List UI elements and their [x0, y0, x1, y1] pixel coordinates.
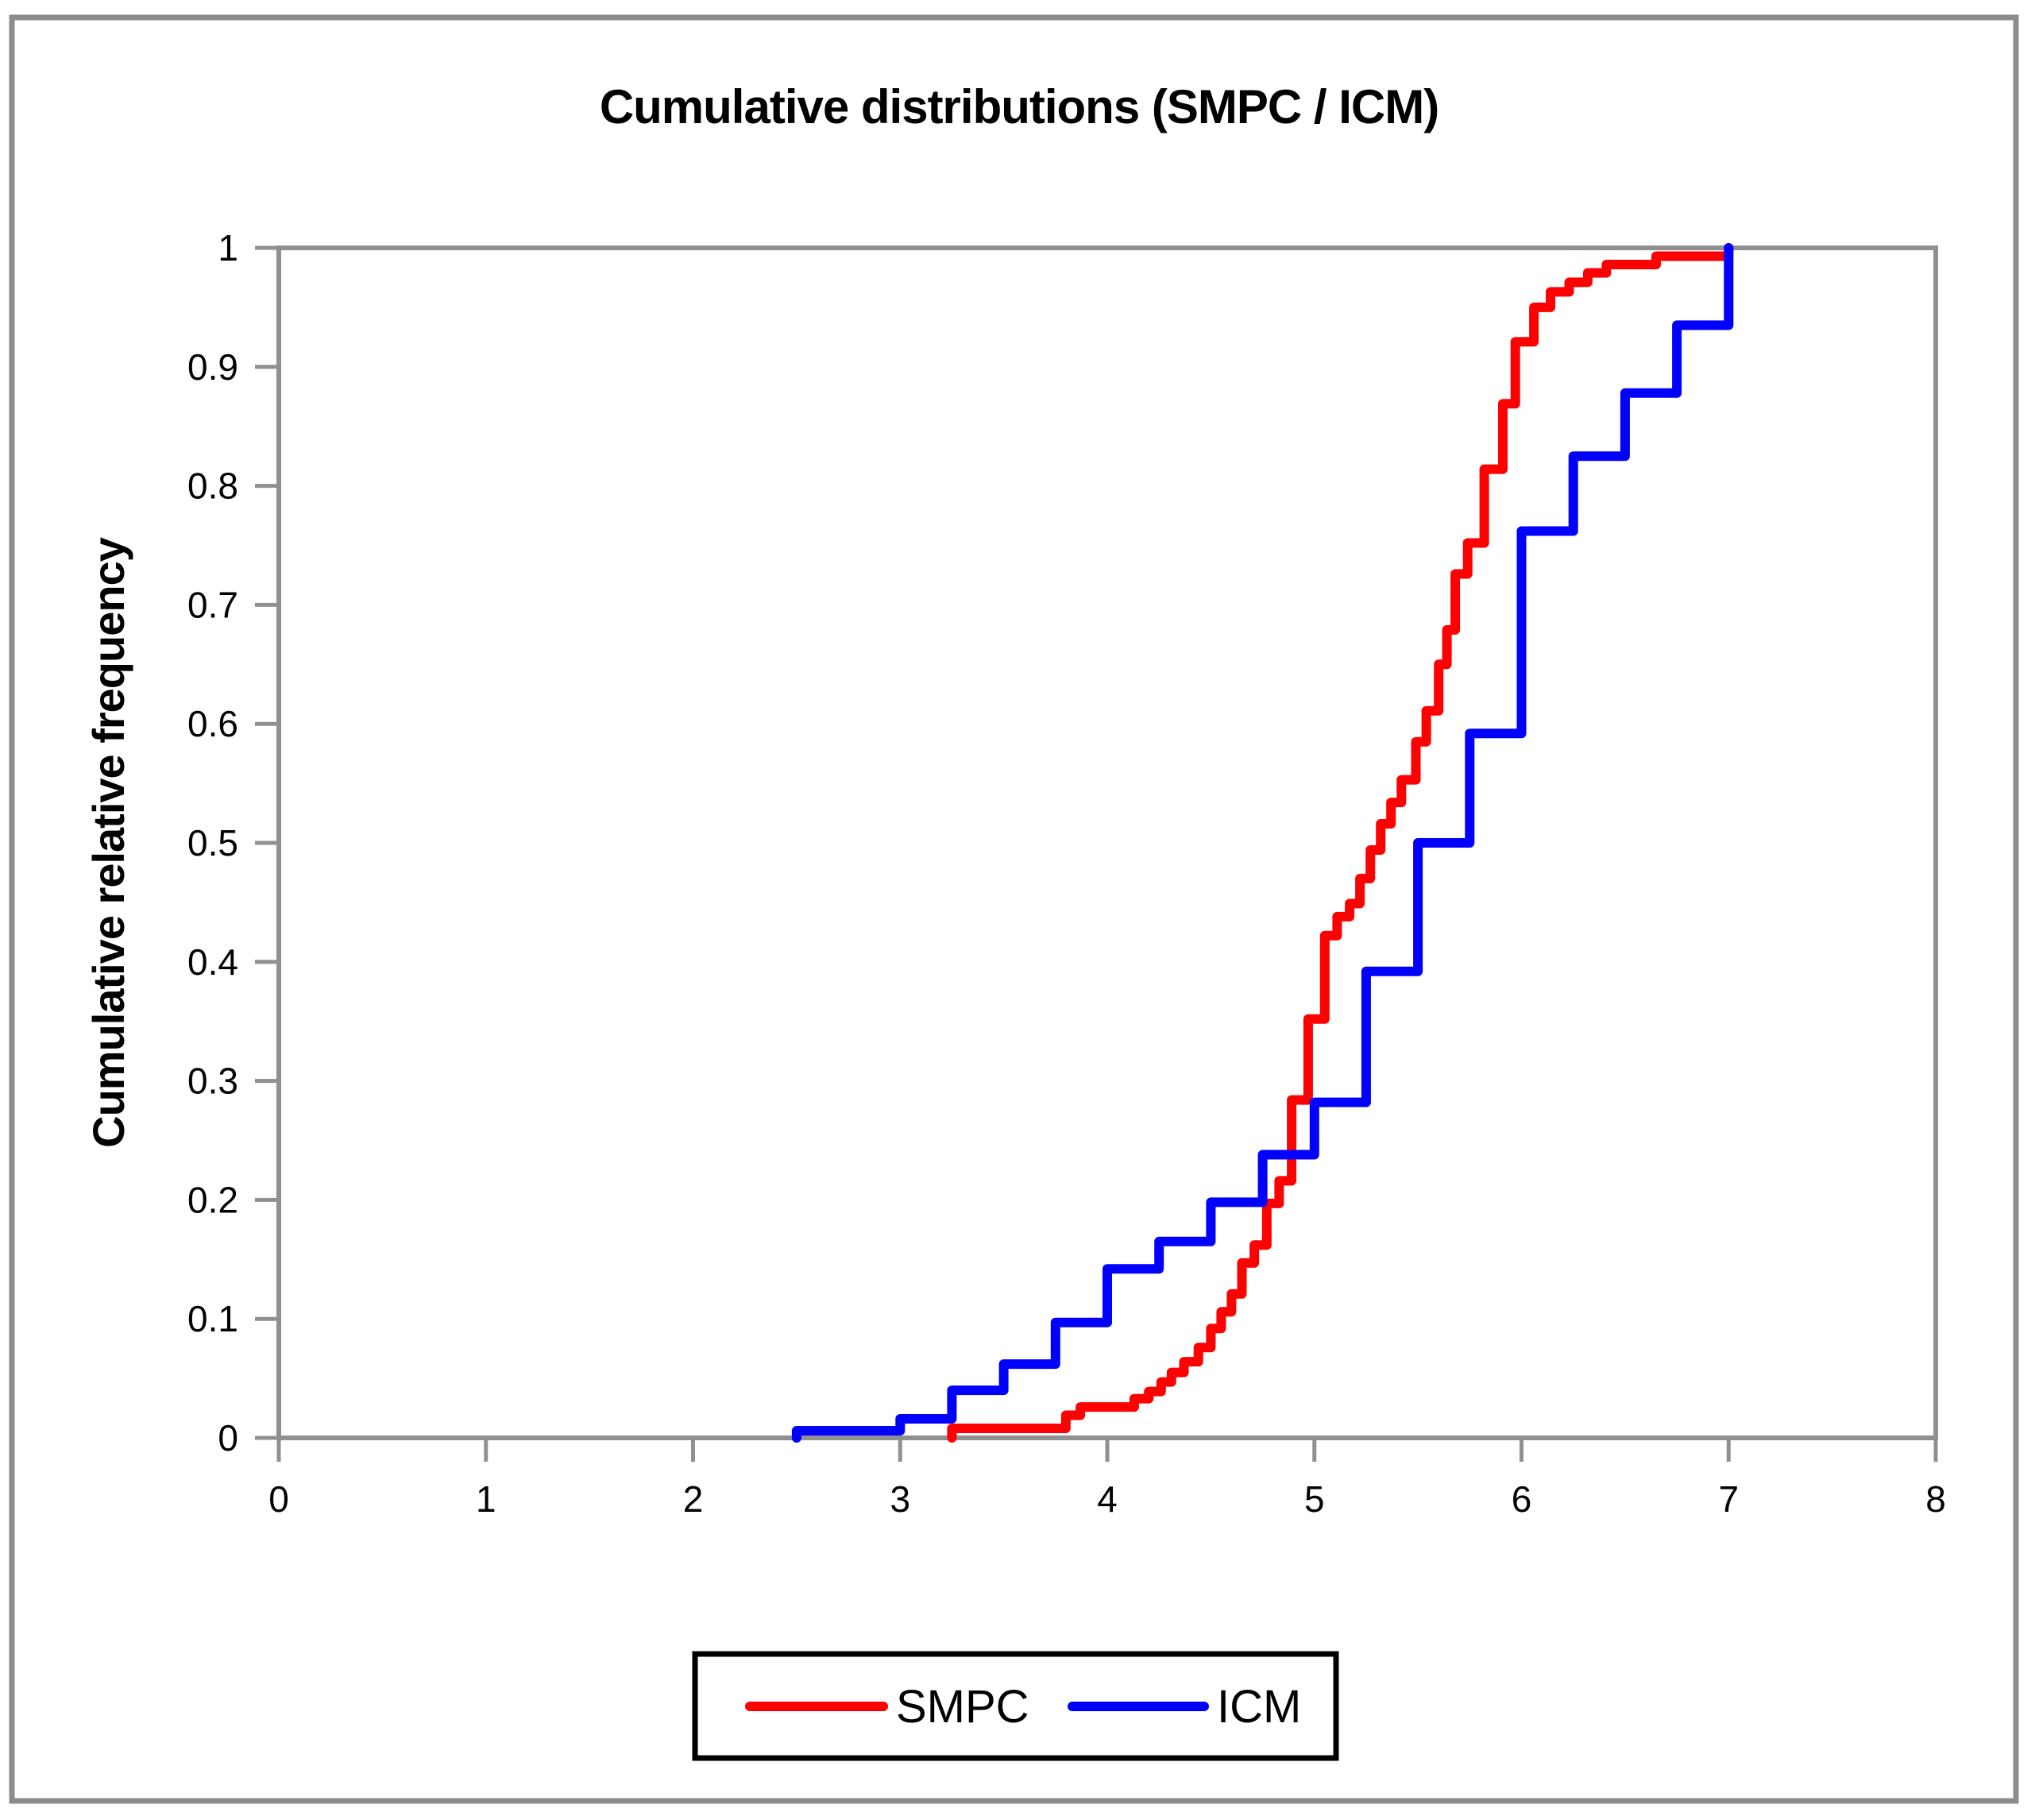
y-tick-label-0.2: 0.2 [187, 1179, 238, 1220]
y-tick-label-1: 1 [218, 227, 238, 269]
y-tick-label-0.1: 0.1 [187, 1298, 238, 1339]
x-tick-label-1: 1 [476, 1478, 496, 1520]
legend-label-icm: ICM [1217, 1681, 1301, 1733]
y-tick-label-0.4: 0.4 [187, 941, 238, 983]
y-tick-label-0.5: 0.5 [187, 822, 238, 864]
x-tick-label-3: 3 [890, 1478, 910, 1520]
plot-area-frame [276, 245, 1938, 1440]
x-tick-label-2: 2 [683, 1478, 704, 1520]
x-tick-label-6: 6 [1512, 1478, 1532, 1520]
chart-title: Cumulative distributions (SMPC / ICM) [600, 80, 1438, 133]
series-curve-icm [791, 243, 1734, 1443]
y-tick-label-0.8: 0.8 [187, 466, 238, 507]
x-tick-label-0: 0 [268, 1478, 289, 1520]
y-tick-label-0: 0 [218, 1417, 238, 1459]
y-axis-tick-labels: 0 0.1 0.2 0.3 0.4 0.5 0.6 0.7 0.8 0.9 1 [187, 227, 238, 1459]
axis-ticks [255, 245, 1938, 1462]
series-curve-smpc [947, 243, 1734, 1443]
x-axis-tick-labels: 0 1 2 3 4 5 6 7 8 [268, 1478, 1946, 1520]
x-tick-label-7: 7 [1718, 1478, 1739, 1520]
x-tick-label-4: 4 [1097, 1478, 1118, 1520]
y-axis-title: Cumulative relative frequency [83, 537, 133, 1148]
series-curves [791, 243, 1734, 1443]
x-tick-label-5: 5 [1304, 1478, 1325, 1520]
chart-outer-border [9, 14, 2019, 1804]
y-tick-label-0.7: 0.7 [187, 584, 238, 625]
y-tick-label-0.3: 0.3 [187, 1061, 238, 1102]
y-tick-label-0.9: 0.9 [187, 346, 238, 388]
x-tick-label-8: 8 [1925, 1478, 1946, 1520]
y-tick-label-0.6: 0.6 [187, 703, 238, 744]
legend: SMPC ICM [692, 1651, 1339, 1761]
legend-label-smpc: SMPC [896, 1681, 1029, 1733]
